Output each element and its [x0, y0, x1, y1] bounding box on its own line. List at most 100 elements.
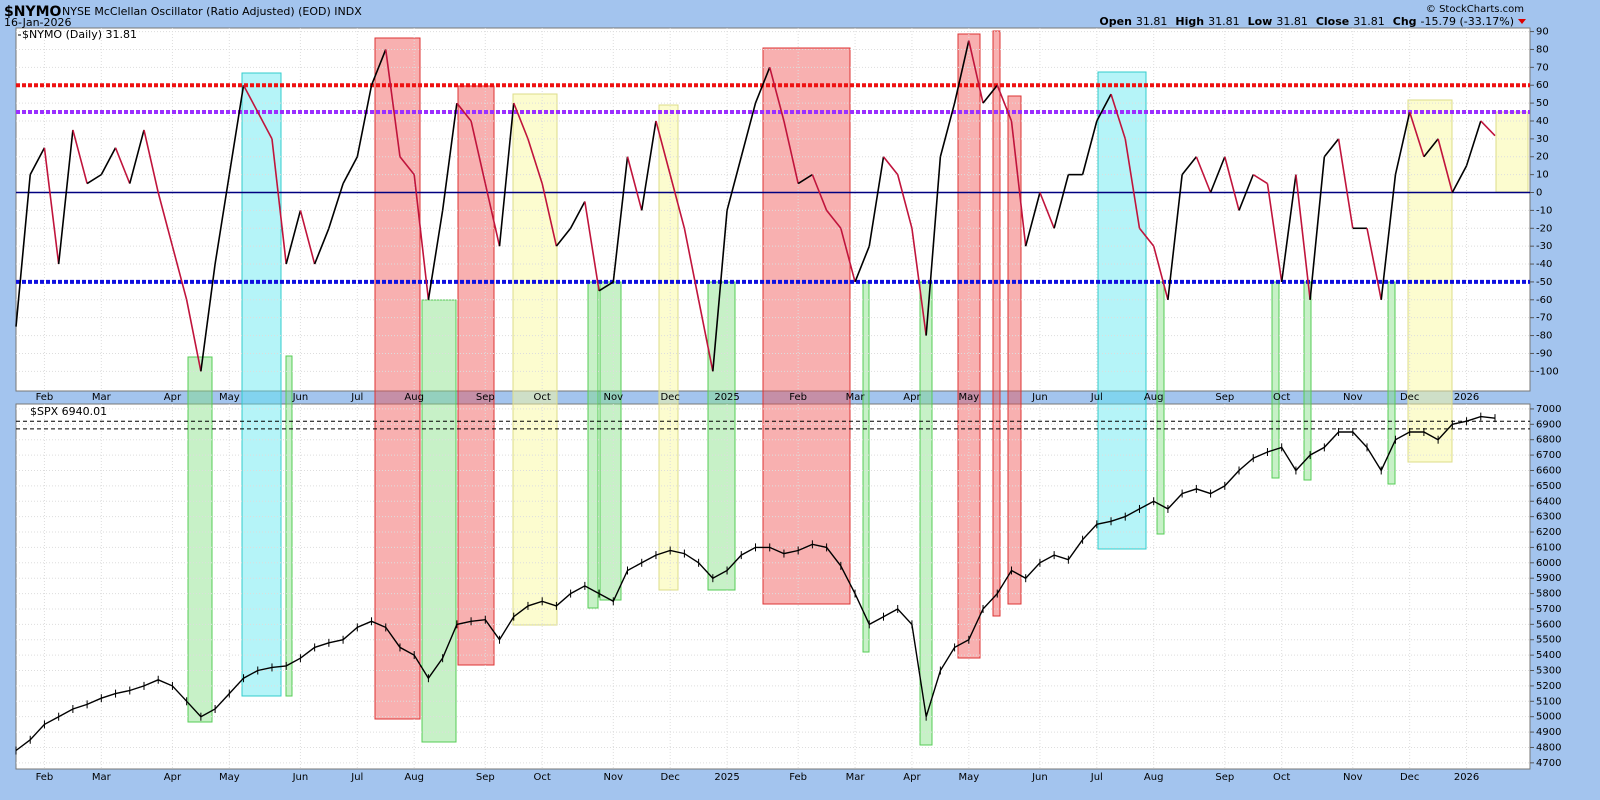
line-segment [86, 173, 102, 185]
line-segment [171, 245, 188, 301]
line-segment [626, 156, 643, 211]
line-segment [128, 129, 145, 184]
x-tick-label: Oct [1273, 392, 1290, 403]
highlight [512, 93, 558, 626]
line-segment [257, 111, 273, 140]
x-tick-label: Aug [1144, 772, 1164, 783]
line-segment [1465, 120, 1482, 166]
line-segment [57, 129, 74, 265]
y-tick-label: 10 [1536, 170, 1549, 181]
y-tick-label: 0 [1536, 188, 1542, 199]
line-segment [456, 102, 472, 122]
highlight [1271, 281, 1280, 479]
y-tick-label: 6300 [1536, 512, 1561, 523]
line-segment [1096, 93, 1112, 122]
quote-label: Open [1099, 15, 1132, 28]
line-segment [768, 67, 785, 122]
highlight [374, 37, 421, 720]
y-tick-label: 6100 [1536, 542, 1561, 553]
y-tick-label: 5300 [1536, 666, 1561, 677]
line-segment [228, 85, 245, 175]
highlight [1495, 111, 1529, 193]
x-tick-label: Dec [660, 772, 679, 783]
x-tick-label: Sep [476, 392, 495, 403]
x-tick-label: Mar [846, 772, 866, 783]
y-tick-label: -90 [1536, 348, 1552, 359]
highlight [285, 355, 293, 697]
y-tick-label: 6600 [1536, 465, 1561, 476]
line-segment [285, 210, 302, 265]
y-tick-label: 60 [1536, 80, 1549, 91]
highlight [421, 299, 457, 743]
x-tick-label: Mar [92, 392, 112, 403]
line-segment [982, 84, 998, 104]
quote-value: 31.81 [1353, 15, 1385, 28]
y-tick-label: 90 [1536, 27, 1549, 38]
y-tick-label: 5900 [1536, 573, 1561, 584]
x-tick-label: Jul [350, 772, 363, 783]
line-segment [114, 147, 131, 184]
line-segment [953, 40, 970, 104]
line-segment [868, 156, 885, 247]
y-tick-label: 5700 [1536, 604, 1561, 615]
x-tick-label: Jun [292, 772, 309, 783]
highlight [187, 356, 213, 723]
line-segment [15, 174, 32, 327]
line-segment [1337, 138, 1354, 229]
line-segment [342, 156, 359, 184]
line-segment [541, 183, 558, 247]
x-tick-label: Jun [1031, 772, 1048, 783]
x-tick-label: 2026 [1454, 772, 1479, 783]
quote-label: Low [1248, 15, 1273, 28]
quote-label: High [1175, 15, 1204, 28]
plot: 90 80 70 60 50 40 30 20 10 0 -10 -20 -30 -40 -50 -60 -70… [15, 27, 1561, 783]
line-segment [1408, 111, 1425, 157]
x-tick-label: Feb [36, 392, 54, 403]
line-segment [669, 174, 686, 229]
x-tick-label: Oct [534, 392, 551, 403]
y-tick-label: 5500 [1536, 635, 1561, 646]
line-segment [939, 102, 956, 157]
highlights [187, 30, 1529, 746]
line-segment [1053, 174, 1070, 229]
line-segment [1195, 156, 1212, 193]
line-segment [697, 299, 714, 372]
line-segment [1039, 192, 1055, 229]
y-tick-label: 30 [1536, 134, 1549, 145]
line-segment [1152, 245, 1169, 301]
quote-value: 31.81 [1136, 15, 1168, 28]
highlight [457, 85, 495, 666]
date: 16-Jan-2026 [4, 16, 72, 29]
x-tick-label: Mar [92, 772, 112, 783]
x-tick-label: Dec [1400, 772, 1419, 783]
x-tick-label: Apr [164, 772, 182, 783]
line-segment [854, 245, 871, 283]
quote: Open 31.81 High 31.81 Low 31.81 Close 31.81 Chg -… [1099, 15, 1514, 28]
x-tick-label: May [219, 392, 240, 403]
y-tick-label: 4700 [1536, 758, 1561, 769]
line-segment [356, 85, 373, 157]
line-segment [1295, 174, 1311, 300]
legend-name: $NYMO (Daily) [22, 28, 102, 41]
line-segment [384, 49, 401, 157]
line-segment [640, 120, 657, 211]
line-segment [1380, 174, 1397, 300]
line-segment [811, 174, 828, 211]
line-segment [1167, 174, 1183, 300]
line-segment [1081, 120, 1098, 175]
line-segment [1209, 156, 1226, 193]
x-tick-label: Apr [903, 392, 921, 403]
line-segment [655, 120, 671, 175]
y-tick-label: 6200 [1536, 527, 1561, 538]
line-segment [1480, 120, 1496, 137]
legend-value: 31.81 [106, 28, 138, 41]
y-tick-label: 40 [1536, 116, 1549, 127]
x-tick-label: Nov [1343, 392, 1363, 403]
x-tick-label: Mar [846, 392, 866, 403]
line-segment [399, 156, 415, 176]
x-tick-label: Jun [1031, 392, 1048, 403]
line-segment [328, 183, 344, 229]
x-tick-label: Nov [604, 772, 624, 783]
